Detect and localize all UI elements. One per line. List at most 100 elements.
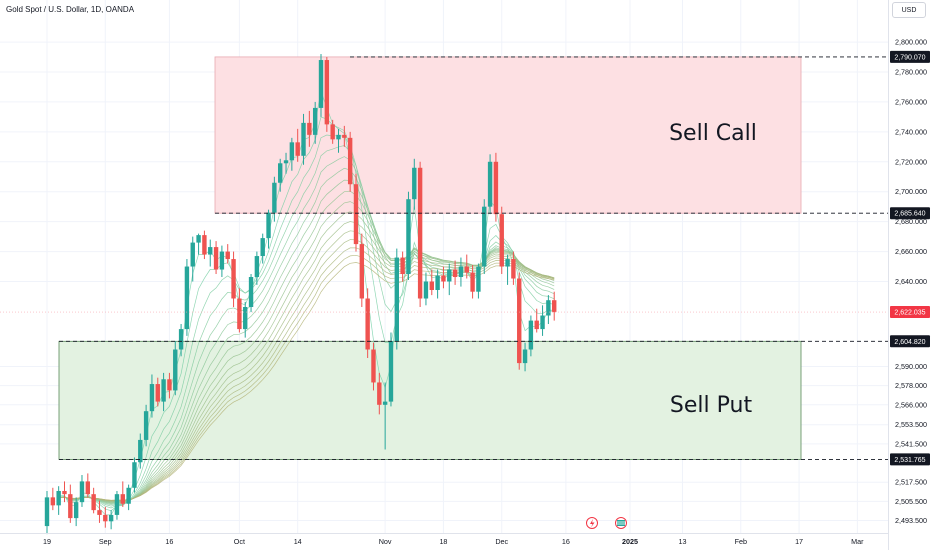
event-icons: [586, 517, 627, 529]
candle-body: [534, 320, 539, 330]
candle-body: [458, 266, 464, 278]
price-tick-label: 2,493.500: [895, 516, 927, 525]
candle-body: [347, 137, 353, 185]
zone-label: Sell Call: [669, 121, 757, 146]
candle-body: [283, 160, 289, 164]
price-tick-label: 2,566.000: [895, 400, 927, 409]
price-tick-label: 2,760.000: [895, 97, 927, 106]
price-tick-label: 2,700.000: [895, 187, 927, 196]
price-tick-label: 2,553.500: [895, 420, 927, 429]
candle-body: [196, 235, 201, 243]
candle-body: [377, 382, 382, 405]
candle-body: [528, 320, 534, 350]
candle-body: [423, 281, 429, 299]
candles: [44, 54, 557, 535]
candle-body: [464, 266, 469, 273]
time-tick-label: Feb: [735, 537, 747, 546]
candle-body: [114, 494, 120, 515]
candle-body: [155, 384, 160, 402]
price-tick-label: 2,590.000: [895, 362, 927, 371]
level-label: 2,531.765: [894, 457, 925, 464]
candle-body: [103, 514, 108, 522]
candle-body: [382, 401, 388, 405]
candle-body: [44, 497, 50, 527]
candle-body: [132, 462, 137, 488]
us-flag-icon[interactable]: [615, 517, 627, 529]
candle-body: [295, 142, 300, 156]
time-tick-label: Oct: [234, 537, 245, 546]
candle-body: [359, 244, 365, 299]
candle-body: [517, 278, 522, 364]
candle-body: [161, 379, 166, 402]
candle-body: [406, 199, 411, 275]
candle-body: [73, 502, 79, 519]
candle-body: [487, 161, 493, 207]
currency-selector[interactable]: USD: [892, 2, 926, 18]
candle-body: [330, 124, 335, 140]
candle-body: [178, 329, 184, 350]
candle-body: [365, 298, 370, 350]
time-tick-label: 19: [43, 537, 51, 546]
candle-body: [435, 275, 440, 290]
price-levels: 2,790.070 2,685.640 2,622.035 2,604.820 2,53…: [0, 50, 930, 466]
zone-sell-call[interactable]: [214, 56, 802, 214]
candle-body: [394, 257, 399, 341]
candle-body: [522, 349, 528, 364]
candle-body: [552, 300, 557, 313]
candle-body: [452, 269, 458, 278]
time-tick-label: 2025: [622, 537, 638, 546]
price-tick-label: 2,578.000: [895, 381, 927, 390]
candle-body: [190, 242, 195, 267]
candle-body: [546, 300, 551, 316]
candle-body: [499, 214, 504, 267]
candle-body: [85, 481, 91, 495]
candle-body: [56, 490, 61, 506]
time-tick-label: 14: [294, 537, 302, 546]
candle-body: [184, 266, 190, 330]
candle-body: [336, 134, 341, 140]
price-tick-label: 2,640.000: [895, 277, 927, 286]
lightning-icon[interactable]: [586, 517, 598, 529]
time-tick-label: Mar: [851, 537, 864, 546]
candle-body: [412, 167, 417, 200]
candle-body: [278, 163, 283, 183]
candle-body: [237, 298, 242, 330]
candle-body: [324, 60, 330, 125]
candle-body: [243, 307, 248, 330]
time-axis: 19 Sep 16 Oct 14 Nov 18 Dec 16 2025 13 Feb 17 Mar: [0, 533, 888, 546]
candle-body: [108, 514, 114, 522]
price-tick-label: 2,780.000: [895, 68, 927, 77]
candle-body: [79, 481, 85, 503]
level-tag: [890, 453, 930, 466]
candle-body: [260, 238, 265, 257]
candle-body: [68, 494, 73, 519]
candle-body: [429, 281, 434, 290]
candle-body: [301, 122, 306, 156]
candle-body: [143, 411, 149, 440]
level-tag: [890, 335, 930, 348]
candle-body: [202, 235, 207, 255]
candle-body: [441, 275, 446, 282]
current-price-label: 2,622.035: [894, 310, 925, 317]
zone-label: Sell Put: [670, 393, 753, 418]
time-tick-label: 17: [795, 537, 803, 546]
candle-body: [62, 490, 67, 495]
candle-body: [167, 379, 172, 391]
time-tick-label: 16: [562, 537, 570, 546]
candle-body: [173, 349, 178, 391]
candle-body: [266, 212, 271, 239]
candle-body: [342, 134, 347, 138]
candle-body: [493, 161, 499, 215]
candle-body: [120, 494, 125, 504]
price-tick-label: 2,740.000: [895, 127, 927, 136]
price-tick-label: 2,517.500: [895, 478, 927, 487]
candle-body: [91, 494, 96, 511]
candle-body: [126, 487, 131, 504]
candle-body: [511, 259, 516, 279]
candle-body: [225, 251, 230, 260]
candle-body: [138, 439, 143, 463]
candle-body: [149, 384, 155, 412]
level-label: 2,685.640: [894, 211, 925, 218]
time-tick-label: 13: [678, 537, 686, 546]
